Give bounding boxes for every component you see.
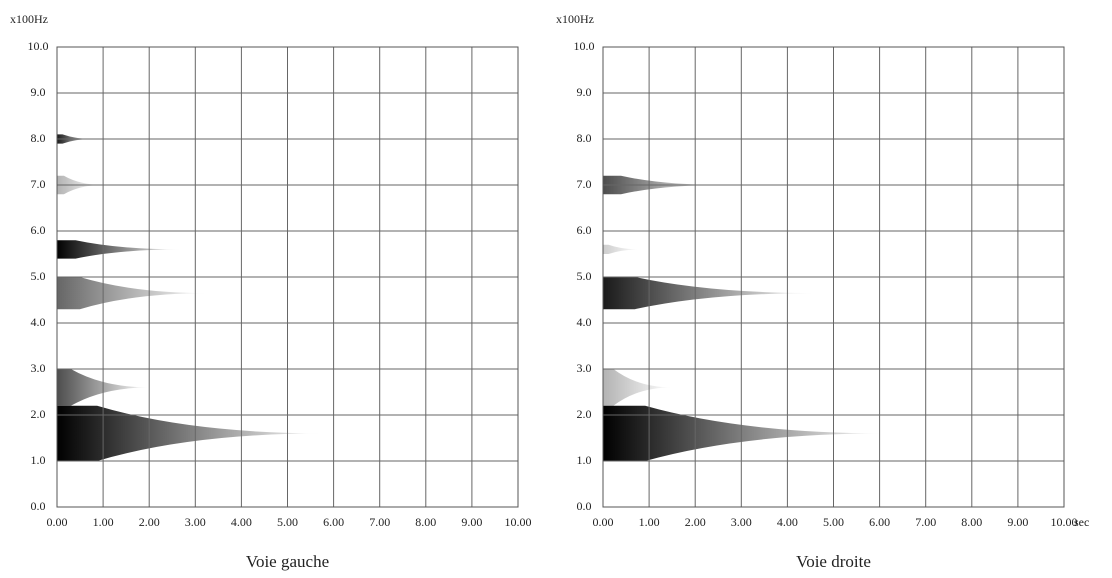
x-tick-label: 2.00 <box>685 515 706 529</box>
x-tick-label: 6.00 <box>869 515 890 529</box>
x-tick-label: 0.00 <box>47 515 68 529</box>
x-tick-label: 1.00 <box>93 515 114 529</box>
x-tick-label: 8.00 <box>415 515 436 529</box>
caption: Voie gauche <box>246 552 329 571</box>
y-tick-label: 4.0 <box>577 315 592 329</box>
y-tick-label: 7.0 <box>577 177 592 191</box>
y-tick-label: 5.0 <box>31 269 46 283</box>
energy-band <box>603 369 673 406</box>
caption: Voie droite <box>796 552 871 571</box>
y-tick-label: 10.0 <box>28 39 49 53</box>
x-tick-label: 7.00 <box>915 515 936 529</box>
x-tick-label: 10.00 <box>1051 515 1078 529</box>
energy-band <box>603 405 885 461</box>
x-tick-label: 4.00 <box>777 515 798 529</box>
energy-band <box>57 405 325 461</box>
y-tick-label: 3.0 <box>31 361 46 375</box>
y-tick-label: 0.0 <box>577 499 592 513</box>
y-tick-label: 1.0 <box>31 453 46 467</box>
x-tick-label: 9.00 <box>1007 515 1028 529</box>
y-tick-label: 7.0 <box>31 177 46 191</box>
y-tick-label: 6.0 <box>31 223 46 237</box>
x-tick-label: 5.00 <box>823 515 844 529</box>
plot-frame <box>602 46 1065 508</box>
y-tick-label: 4.0 <box>31 315 46 329</box>
energy-band <box>57 277 210 310</box>
y-axis-label: x100Hz <box>556 12 594 26</box>
energy-band <box>57 240 182 259</box>
x-tick-label: 9.00 <box>461 515 482 529</box>
y-tick-label: 10.0 <box>574 39 595 53</box>
y-tick-label: 8.0 <box>577 131 592 145</box>
x-tick-label: 0.00 <box>593 515 614 529</box>
x-tick-label: 4.00 <box>231 515 252 529</box>
y-axis-label: x100Hz <box>10 12 48 26</box>
y-tick-label: 9.0 <box>577 85 592 99</box>
x-tick-label: 7.00 <box>369 515 390 529</box>
y-tick-label: 6.0 <box>577 223 592 237</box>
x-tick-label: 1.00 <box>639 515 660 529</box>
x-tick-label: 6.00 <box>323 515 344 529</box>
y-tick-label: 9.0 <box>31 85 46 99</box>
x-tick-label: 3.00 <box>731 515 752 529</box>
x-tick-label: 3.00 <box>185 515 206 529</box>
y-tick-label: 2.0 <box>577 407 592 421</box>
x-tick-label: 10.00 <box>505 515 532 529</box>
plot-frame <box>56 46 519 508</box>
x-axis-label: sec <box>1074 515 1089 529</box>
energy-band <box>603 244 640 254</box>
y-tick-label: 8.0 <box>31 131 46 145</box>
y-tick-label: 0.0 <box>31 499 46 513</box>
energy-band <box>603 277 816 310</box>
x-tick-label: 5.00 <box>277 515 298 529</box>
x-tick-label: 2.00 <box>139 515 160 529</box>
y-tick-label: 1.0 <box>577 453 592 467</box>
y-tick-label: 3.0 <box>577 361 592 375</box>
y-tick-label: 2.0 <box>31 407 46 421</box>
y-tick-label: 5.0 <box>577 269 592 283</box>
x-tick-label: 8.00 <box>961 515 982 529</box>
